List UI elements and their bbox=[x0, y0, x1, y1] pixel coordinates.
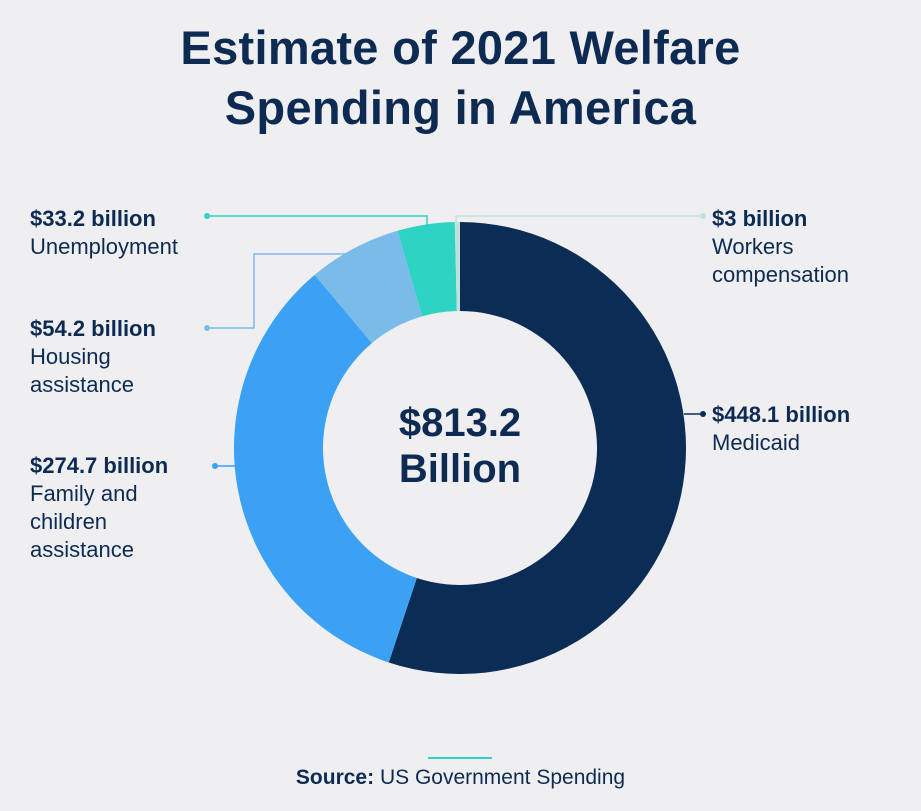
slice-medicaid bbox=[388, 222, 687, 674]
label-unemployment-value: $33.2 billion bbox=[30, 206, 156, 231]
label-workers-name: Workers compensation bbox=[712, 234, 849, 287]
label-unemployment-name: Unemployment bbox=[30, 234, 178, 259]
leader-dot-workers-compensation bbox=[700, 213, 706, 219]
label-medicaid: $448.1 billion Medicaid bbox=[712, 401, 850, 457]
chart-title: Estimate of 2021 Welfare Spending in Ame… bbox=[0, 18, 921, 138]
source-note: Source: US Government Spending bbox=[0, 766, 921, 790]
label-workers: $3 billion Workers compensation bbox=[712, 205, 849, 289]
leader-dot-unemployment bbox=[204, 213, 210, 219]
source-prefix: Source: bbox=[295, 766, 375, 789]
leader-dot-medicaid bbox=[700, 411, 706, 417]
label-medicaid-name: Medicaid bbox=[712, 430, 801, 455]
source-text: US Government Spending bbox=[379, 766, 626, 789]
source-divider bbox=[428, 757, 492, 759]
total-unit: Billion bbox=[398, 447, 522, 491]
label-unemployment: $33.2 billion Unemployment bbox=[30, 205, 178, 261]
chart-title-line-1: Estimate of 2021 Welfare bbox=[180, 21, 741, 74]
slice-housing-assistance bbox=[314, 230, 423, 344]
label-housing: $54.2 billion Housing assistance bbox=[30, 315, 156, 399]
label-family: $274.7 billion Family and children assis… bbox=[30, 452, 168, 564]
label-family-value: $274.7 billion bbox=[30, 453, 169, 478]
leader-unemployment bbox=[207, 215, 428, 232]
leader-dot-family-and-children-assistance bbox=[212, 463, 218, 469]
label-housing-name: Housing assistance bbox=[30, 344, 134, 397]
leader-housing-assistance bbox=[207, 253, 355, 329]
label-family-name: Family and children assistance bbox=[30, 481, 138, 562]
total-amount: $813.2 bbox=[398, 401, 522, 445]
chart-title-line-2: Spending in America bbox=[224, 81, 697, 134]
slice-workers-compensation bbox=[454, 222, 460, 312]
label-workers-value: $3 billion bbox=[712, 206, 808, 231]
slice-family-and-children-assistance bbox=[234, 274, 417, 663]
label-housing-value: $54.2 billion bbox=[30, 316, 156, 341]
leader-workers-compensation bbox=[455, 215, 703, 235]
slice-unemployment bbox=[397, 222, 457, 317]
total-label: $813.2 Billion bbox=[360, 400, 560, 492]
label-medicaid-value: $448.1 billion bbox=[712, 402, 851, 427]
leader-dot-housing-assistance bbox=[204, 325, 210, 331]
